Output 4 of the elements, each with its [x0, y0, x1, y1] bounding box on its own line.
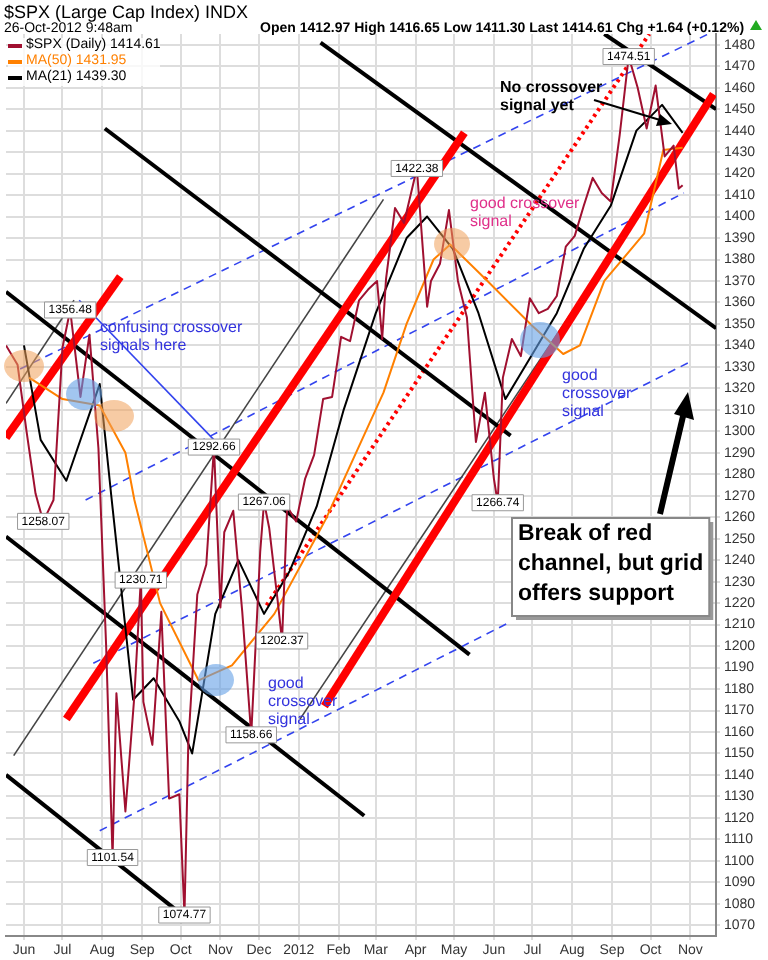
annotation: No crossover signal yet [500, 78, 603, 115]
annotation: good crossover signal [562, 366, 633, 421]
chart-title: $SPX (Large Cap Index) INDX [4, 2, 249, 22]
annotation: Break of red channel, but grid offers support [518, 521, 704, 606]
